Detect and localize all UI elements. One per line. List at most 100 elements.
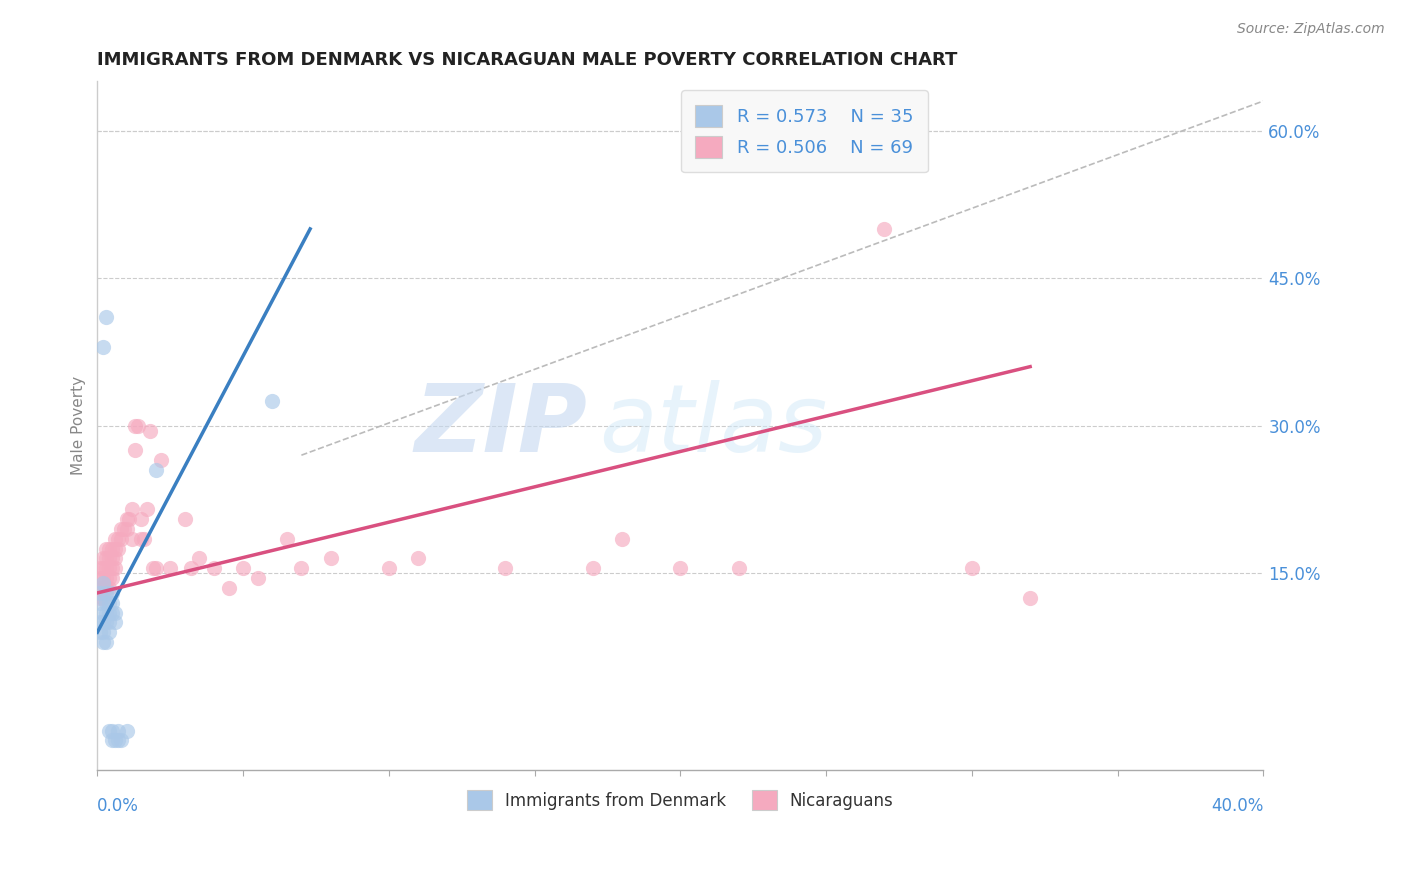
Point [129,512,152,526]
Point [98,625,121,640]
Point [132,532,155,546]
Point [218,581,240,595]
Point [669,561,692,575]
Point [110,733,132,747]
Text: atlas: atlas [599,380,827,471]
Point [135,502,157,516]
Text: ZIP: ZIP [415,380,588,472]
Point [180,561,202,575]
Point [94,561,117,575]
Point [89,571,111,585]
Point [98,615,121,630]
Point [89,591,111,605]
Point [232,561,254,575]
Point [107,723,129,738]
Point [104,733,127,747]
Point [91,625,114,640]
Point [246,571,269,585]
Point [98,606,121,620]
Point [101,586,124,600]
Point [91,591,114,605]
Point [94,615,117,630]
Point [112,522,135,536]
Point [91,606,114,620]
Point [582,561,605,575]
Point [145,463,167,477]
Point [960,561,983,575]
Point [101,596,124,610]
Point [115,522,138,536]
Point [98,571,121,585]
Point [91,551,114,566]
Point [110,532,132,546]
Point [91,340,114,354]
Point [91,581,114,595]
Point [89,625,111,640]
Point [98,561,121,575]
Point [91,576,114,591]
Point [107,541,129,556]
Point [145,561,167,575]
Point [94,586,117,600]
Point [202,561,225,575]
Point [94,310,117,325]
Text: Source: ZipAtlas.com: Source: ZipAtlas.com [1237,22,1385,37]
Point [94,541,117,556]
Point [873,222,896,236]
Point [91,635,114,649]
Text: 0.0%: 0.0% [97,797,139,815]
Point [610,532,633,546]
Point [91,571,114,585]
Point [98,541,121,556]
Point [115,512,138,526]
Point [127,418,149,433]
Point [94,581,117,595]
Point [107,532,129,546]
Point [89,596,111,610]
Point [118,512,141,526]
Point [104,606,127,620]
Point [98,723,121,738]
Text: IMMIGRANTS FROM DENMARK VS NICARAGUAN MALE POVERTY CORRELATION CHART: IMMIGRANTS FROM DENMARK VS NICARAGUAN MA… [97,51,957,69]
Text: 40.0%: 40.0% [1211,797,1264,815]
Point [91,561,114,575]
Point [124,443,146,458]
Point [91,615,114,630]
Point [101,561,124,575]
Point [104,615,127,630]
Point [101,733,124,747]
Point [94,635,117,649]
Point [89,561,111,575]
Legend: Immigrants from Denmark, Nicaraguans: Immigrants from Denmark, Nicaraguans [454,777,907,823]
Point [101,541,124,556]
Point [89,615,111,630]
Point [262,394,284,409]
Point [89,586,111,600]
Point [104,551,127,566]
Point [101,571,124,585]
Point [121,502,143,516]
Point [104,561,127,575]
Point [1019,591,1042,605]
Point [98,551,121,566]
Y-axis label: Male Poverty: Male Poverty [72,376,86,475]
Point [139,424,162,438]
Point [319,551,342,566]
Point [98,596,121,610]
Point [94,551,117,566]
Point [150,453,173,467]
Point [378,561,401,575]
Point [107,733,129,747]
Point [121,532,143,546]
Point [94,596,117,610]
Point [159,561,181,575]
Point [98,581,121,595]
Point [142,561,165,575]
Point [406,551,429,566]
Point [94,571,117,585]
Point [115,723,138,738]
Point [101,606,124,620]
Point [290,561,312,575]
Point [104,532,127,546]
Point [727,561,749,575]
